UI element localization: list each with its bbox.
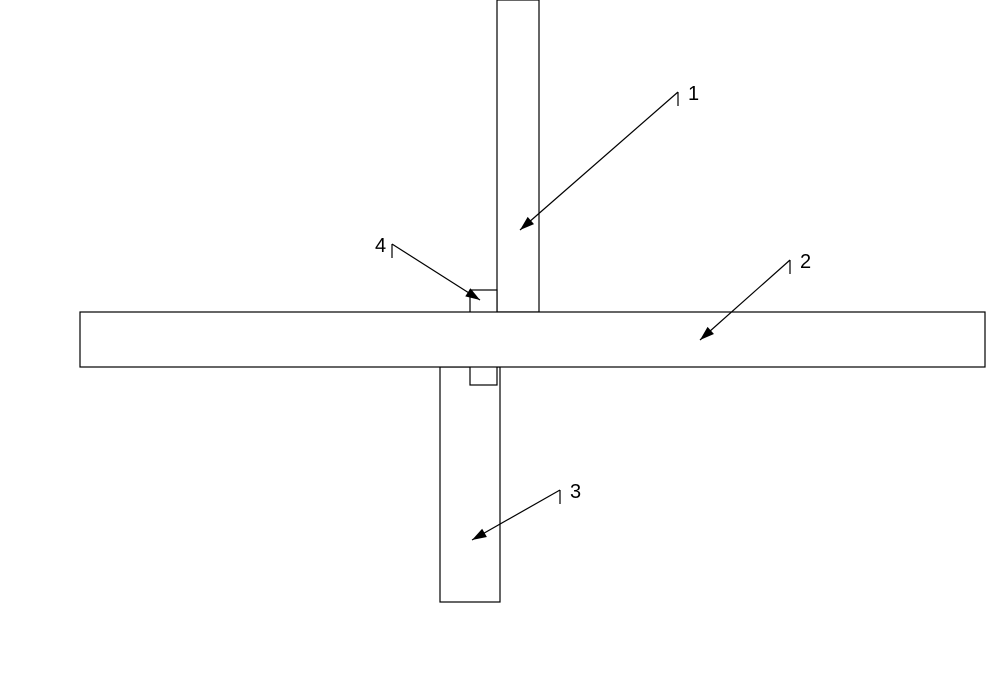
horizontal-bar [80,312,985,367]
callout-label-3: 3 [570,481,581,503]
callout-leader-1 [520,92,678,230]
callout-label-1: 1 [688,83,699,105]
callout-label-4: 4 [375,235,386,257]
vertical-bar-top [497,0,539,312]
diagram-canvas: 1 2 3 4 [0,0,1000,685]
callout-label-2: 2 [800,251,811,273]
vertical-bar-bottom [440,367,500,602]
callout-leader-4 [392,244,480,300]
